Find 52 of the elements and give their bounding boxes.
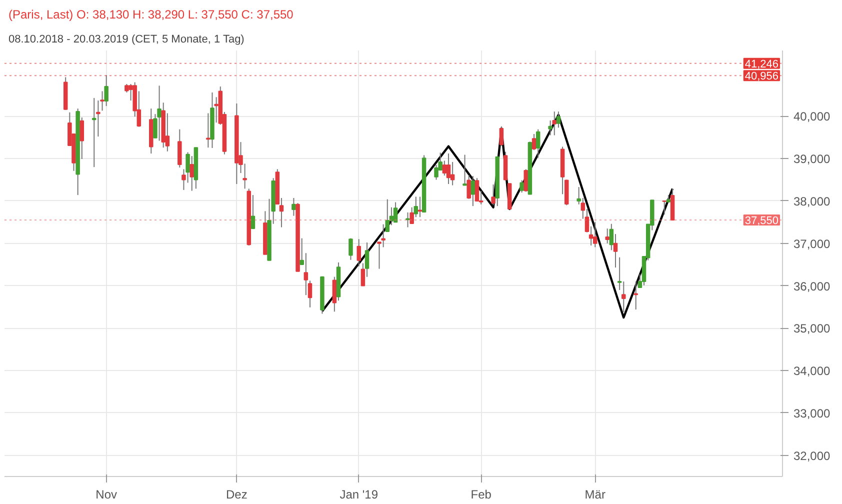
- chart-title: (Paris, Last) O: 38,130 H: 38,290 L: 37,550 C: 37,550: [8, 8, 294, 22]
- candlestick: [190, 156, 194, 192]
- candlestick: [470, 175, 476, 207]
- candlestick: [634, 281, 638, 310]
- candlestick: [92, 97, 96, 168]
- candlestick: [442, 160, 447, 176]
- candlestick: [536, 128, 540, 158]
- candlestick: [178, 128, 182, 168]
- x-tick-label: Feb: [470, 488, 492, 502]
- candlestick: [364, 242, 370, 278]
- candlestick: [414, 196, 418, 218]
- candlestick: [292, 198, 296, 216]
- y-tick-label: 37,000: [794, 236, 831, 251]
- candlestick: [622, 281, 626, 313]
- line-series: [321, 114, 674, 319]
- candlestick: [434, 164, 438, 180]
- chart-subtitle: 08.10.2018 - 20.03.2019 (CET, 5 Monate, 1 Tag): [8, 34, 244, 46]
- candlestick: [206, 112, 210, 148]
- candlestick: [80, 116, 84, 160]
- candlestick: [348, 238, 353, 260]
- candlestick: [304, 252, 308, 296]
- ref-line-label: 41,246: [744, 58, 779, 70]
- x-tick-label: Nov: [96, 488, 118, 502]
- y-tick-label: 33,000: [794, 406, 831, 420]
- candlestick: [605, 228, 610, 244]
- x-tick-label: Dez: [226, 488, 248, 502]
- x-tick-label: Jan '19: [340, 488, 378, 502]
- y-tick-label: 36,000: [794, 279, 831, 294]
- candlestick: [474, 178, 480, 202]
- candlestick: [381, 224, 386, 248]
- candlestick: [446, 153, 451, 185]
- y-tick-label: 39,000: [794, 152, 831, 166]
- y-tick-label: 34,000: [794, 364, 831, 378]
- candlestick: [250, 194, 256, 230]
- candlestick: [662, 200, 667, 216]
- candlestick: [593, 222, 598, 248]
- candlestick: [491, 184, 496, 206]
- y-tick-label: 35,000: [794, 322, 831, 336]
- ref-line-label: 37,550: [744, 215, 779, 228]
- candlestick: [520, 180, 524, 193]
- candlestick: [462, 154, 467, 186]
- candlestick: [552, 111, 557, 136]
- x-tick-label: Mär: [584, 488, 606, 502]
- candlestick: [524, 168, 528, 192]
- ref-line-label: 40,956: [744, 70, 779, 83]
- candlestick: [499, 126, 504, 146]
- y-tick-label: 40,000: [794, 110, 831, 124]
- candlestick: [356, 238, 362, 267]
- candlestick: [104, 74, 108, 107]
- candlestick: [393, 202, 398, 223]
- y-tick-label: 38,000: [794, 194, 831, 208]
- y-tick-label: 32,000: [794, 448, 831, 463]
